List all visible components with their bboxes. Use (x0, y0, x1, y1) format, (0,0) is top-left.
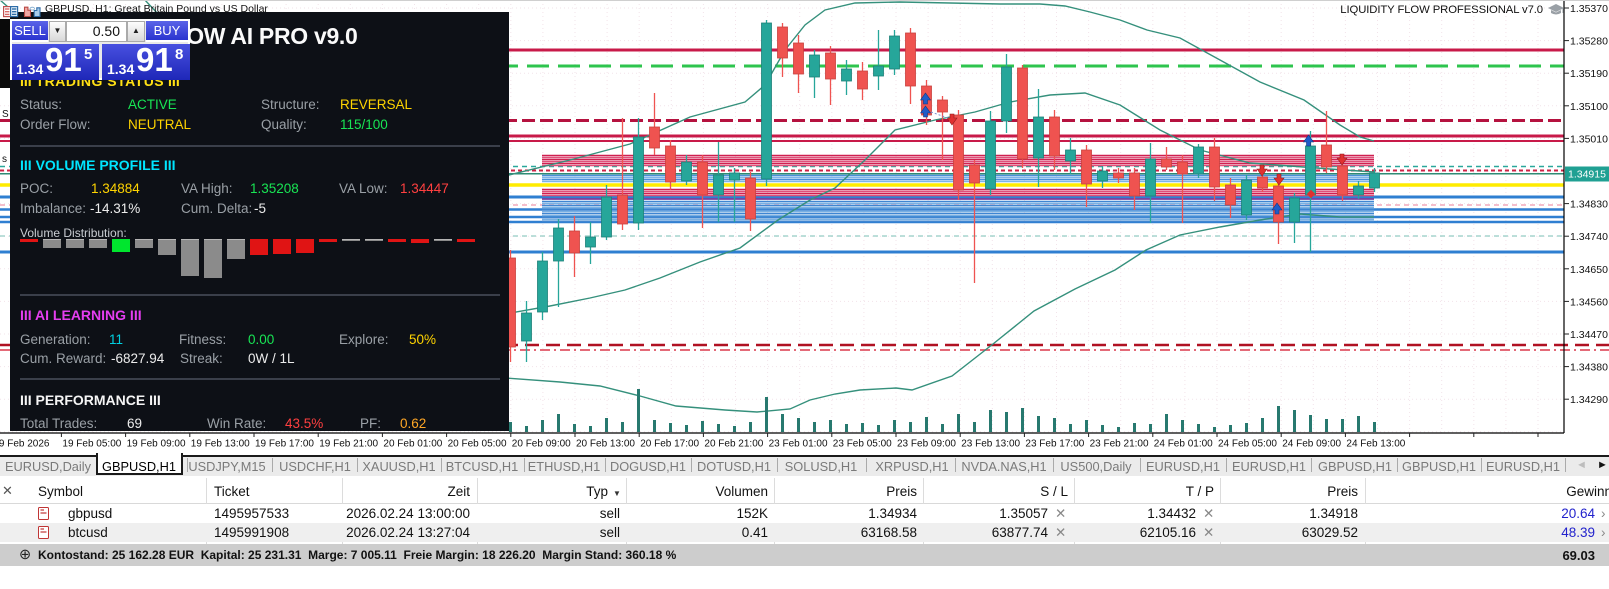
svg-text:1.34915: 1.34915 (1568, 169, 1606, 181)
svg-text:20 Feb 01:00: 20 Feb 01:00 (383, 439, 442, 450)
svg-text:1.35190: 1.35190 (1570, 68, 1608, 80)
svg-text:1.34650: 1.34650 (1570, 264, 1608, 276)
svg-text:20 Feb 05:00: 20 Feb 05:00 (448, 439, 507, 450)
svg-text:24 Feb 01:00: 24 Feb 01:00 (1154, 439, 1213, 450)
svg-text:1.35280: 1.35280 (1570, 36, 1608, 48)
svg-text:24 Feb 09:00: 24 Feb 09:00 (1282, 439, 1341, 450)
svg-text:23 Feb 09:00: 23 Feb 09:00 (897, 439, 956, 450)
svg-text:19 Feb 21:00: 19 Feb 21:00 (319, 439, 378, 450)
svg-text:1.34380: 1.34380 (1570, 362, 1608, 374)
svg-text:23 Feb 01:00: 23 Feb 01:00 (769, 439, 828, 450)
svg-text:19 Feb 05:00: 19 Feb 05:00 (62, 439, 121, 450)
svg-text:S: S (2, 109, 9, 120)
svg-text:1.34470: 1.34470 (1570, 329, 1608, 341)
svg-text:1.34560: 1.34560 (1570, 296, 1608, 308)
svg-text:s: s (2, 154, 7, 165)
svg-text:20 Feb 17:00: 20 Feb 17:00 (640, 439, 699, 450)
svg-text:20 Feb 21:00: 20 Feb 21:00 (704, 439, 763, 450)
svg-text:24 Feb 13:00: 24 Feb 13:00 (1346, 439, 1405, 450)
svg-text:1.35370: 1.35370 (1570, 3, 1608, 15)
svg-text:19 Feb 2026: 19 Feb 2026 (0, 439, 50, 450)
svg-text:20 Feb 09:00: 20 Feb 09:00 (512, 439, 571, 450)
svg-text:23 Feb 05:00: 23 Feb 05:00 (833, 439, 892, 450)
svg-text:19 Feb 09:00: 19 Feb 09:00 (127, 439, 186, 450)
svg-text:1.34290: 1.34290 (1570, 394, 1608, 406)
svg-text:1.35010: 1.35010 (1570, 133, 1608, 145)
svg-text:19 Feb 13:00: 19 Feb 13:00 (191, 439, 250, 450)
svg-text:20 Feb 13:00: 20 Feb 13:00 (576, 439, 635, 450)
svg-text:24 Feb 05:00: 24 Feb 05:00 (1218, 439, 1277, 450)
svg-text:23 Feb 21:00: 23 Feb 21:00 (1090, 439, 1149, 450)
svg-text:23 Feb 13:00: 23 Feb 13:00 (961, 439, 1020, 450)
svg-text:19 Feb 17:00: 19 Feb 17:00 (255, 439, 314, 450)
svg-text:1.34740: 1.34740 (1570, 231, 1608, 243)
svg-text:1.34830: 1.34830 (1570, 199, 1608, 211)
svg-text:1.35100: 1.35100 (1570, 101, 1608, 113)
svg-text:23 Feb 17:00: 23 Feb 17:00 (1025, 439, 1084, 450)
